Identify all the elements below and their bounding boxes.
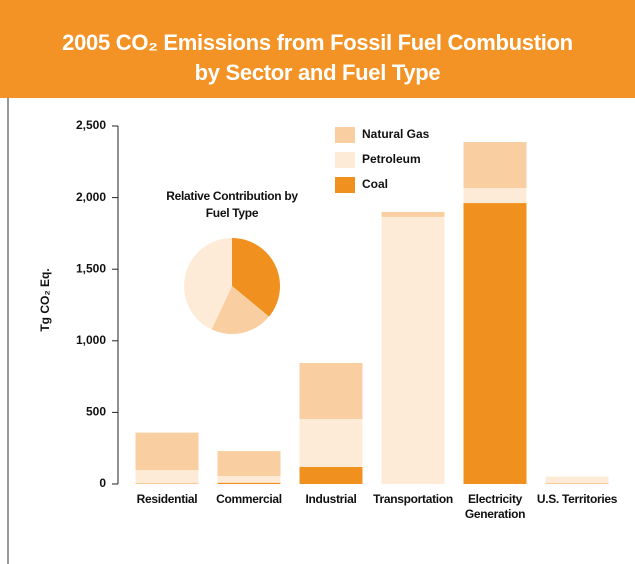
bar-segment [463, 142, 527, 189]
legend-swatch [335, 177, 355, 193]
x-tick-label: Industrial [305, 492, 357, 506]
header: 2005 CO₂ Emissions from Fossil Fuel Comb… [0, 0, 635, 98]
y-tick-label: 1,500 [76, 261, 106, 275]
bar-segment [299, 418, 363, 467]
y-tick-label: 2,000 [76, 190, 106, 204]
legend-swatch [335, 152, 355, 168]
x-tick-label: Residential [136, 492, 198, 506]
y-tick-label: 1,000 [76, 333, 106, 347]
legend-swatch [335, 127, 355, 143]
bar-segment [381, 216, 445, 484]
bar-segment [135, 470, 199, 484]
legend-label: Petroleum [362, 152, 421, 166]
pie-slice [232, 238, 281, 317]
y-tick-label: 2,500 [76, 118, 106, 132]
legend-label: Natural Gas [362, 127, 430, 141]
pie-slice [211, 286, 269, 334]
legend-label: Coal [362, 177, 388, 191]
x-tick-label: Transportation [373, 492, 453, 506]
x-tick-label: U.S. Territories [536, 492, 618, 506]
bar-segment [217, 475, 281, 483]
bar-segment [463, 188, 527, 204]
pie-title: Relative Contribution by Fuel Type [166, 189, 298, 220]
bar-segment [299, 362, 363, 419]
chart-title: by Sector and Fuel Type [194, 60, 441, 85]
x-tick-label: Commercial [216, 492, 282, 506]
y-axis-label: Tg CO₂ Eq. [38, 268, 52, 331]
bar-segment [135, 432, 199, 471]
bar-segment [381, 211, 445, 217]
bar-segment [463, 203, 527, 484]
bar-segment [217, 482, 281, 484]
chart-title: 2005 CO₂ Emissions from Fossil Fuel Comb… [62, 30, 573, 55]
bar-segment [545, 477, 609, 484]
pie-slice [184, 238, 232, 330]
bar-segment [299, 466, 363, 484]
x-tick-label: Electricity Generation [464, 492, 526, 521]
y-tick-label: 500 [86, 405, 106, 419]
y-tick-label: 0 [99, 476, 106, 490]
bar-segment [217, 451, 281, 476]
